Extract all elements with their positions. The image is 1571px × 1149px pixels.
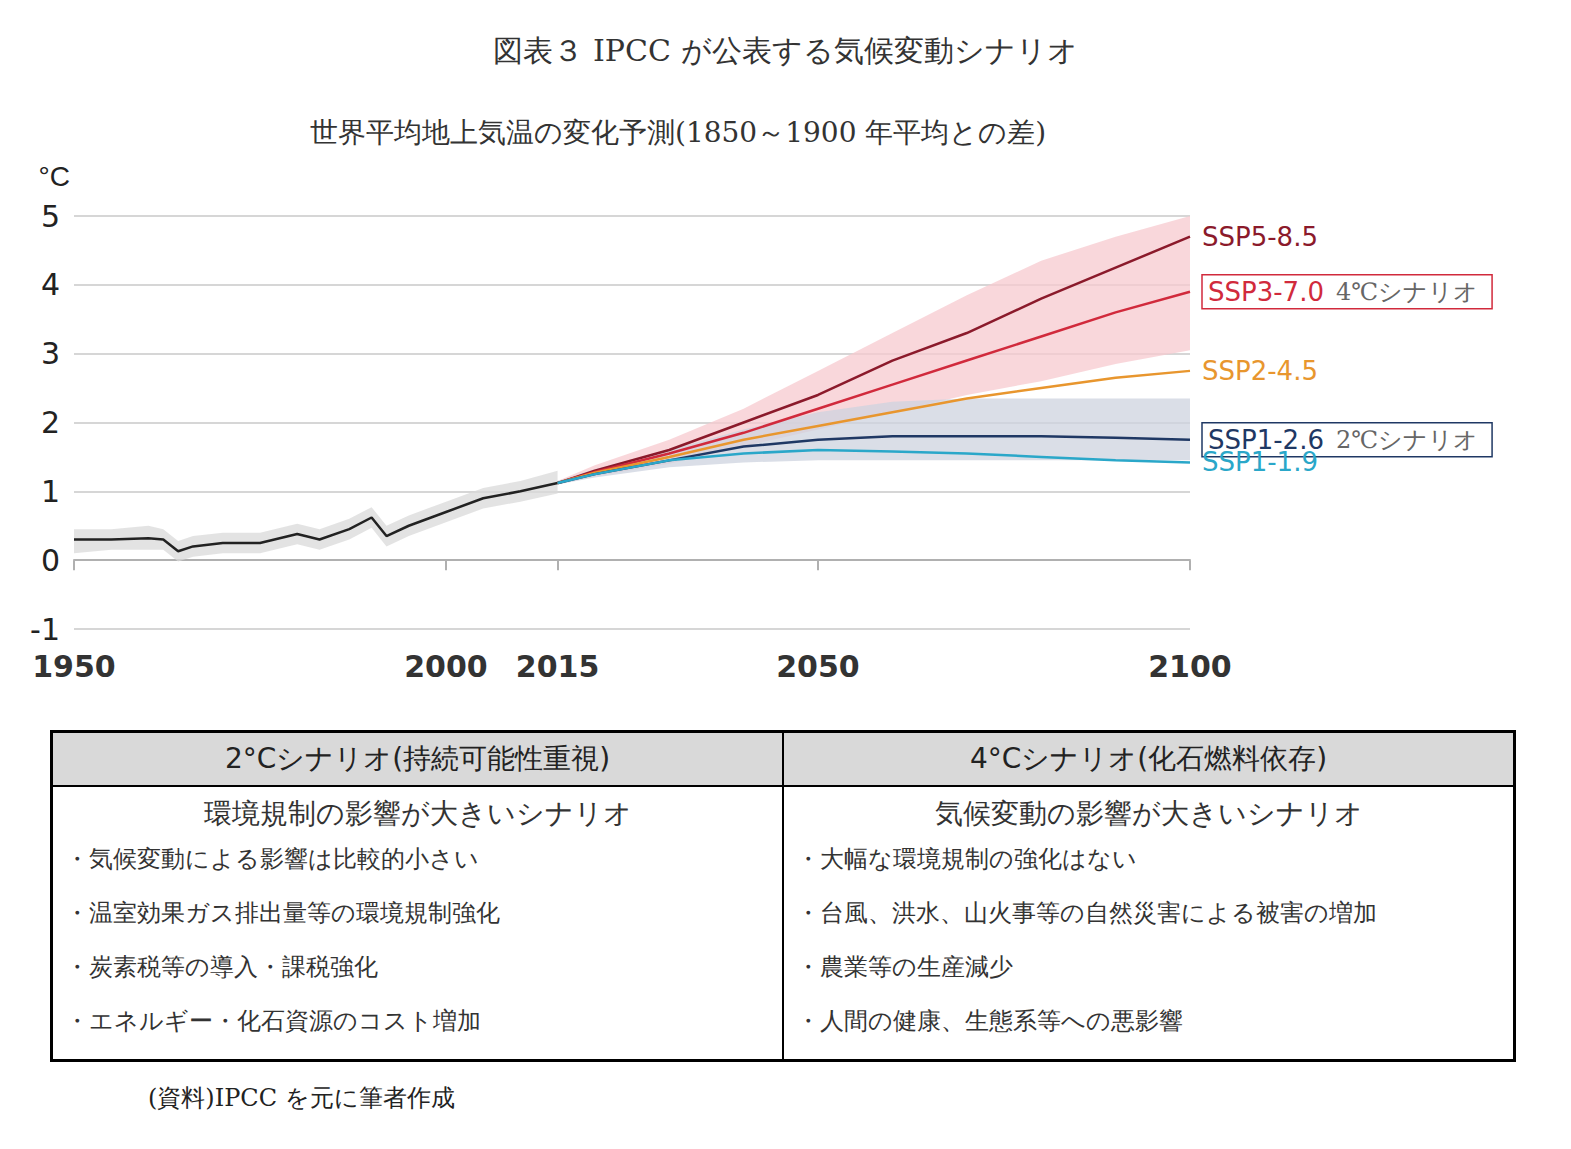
svg-text:図表３ IPCC が公表する気候変動シナリオ: 図表３ IPCC が公表する気候変動シナリオ [493, 33, 1077, 68]
svg-text:2℃シナリオ: 2℃シナリオ [1336, 426, 1478, 454]
svg-text:2050: 2050 [776, 649, 860, 684]
svg-text:2100: 2100 [1148, 649, 1232, 684]
html-text:環境規制の影響が大きいシナリオ: 環境規制の影響が大きいシナリオ [203, 797, 632, 830]
svg-text:-1: -1 [30, 612, 60, 647]
svg-text:2000: 2000 [404, 649, 488, 684]
svg-text:1: 1 [41, 474, 60, 509]
svg-text:2015: 2015 [516, 649, 600, 684]
svg-text:SSP5-8.5: SSP5-8.5 [1202, 222, 1318, 252]
html-text:・エネルギー・化石資源のコスト増加: ・エネルギー・化石資源のコスト増加 [65, 1007, 481, 1035]
html-text:・気候変動による影響は比較的小さい: ・気候変動による影響は比較的小さい [65, 845, 479, 873]
svg-text:4: 4 [41, 267, 60, 302]
html-text:・人間の健康、生態系等への悪影響: ・人間の健康、生態系等への悪影響 [796, 1007, 1183, 1035]
svg-text:SSP1-2.6: SSP1-2.6 [1208, 424, 1324, 455]
svg-text:SSP2-4.5: SSP2-4.5 [1202, 356, 1318, 386]
html-text:・台風、洪水、山火事等の自然災害による被害の増加: ・台風、洪水、山火事等の自然災害による被害の増加 [796, 899, 1377, 927]
svg-text:4℃シナリオ: 4℃シナリオ [1336, 278, 1478, 306]
svg-text:3: 3 [41, 336, 60, 371]
html-text:・農業等の生産減少: ・農業等の生産減少 [796, 953, 1013, 981]
html-text:2°Cシナリオ(持続可能性重視): 2°Cシナリオ(持続可能性重視) [224, 742, 611, 775]
svg-text:世界平均地上気温の変化予測(1850～1900 年平均との差: 世界平均地上気温の変化予測(1850～1900 年平均との差) [310, 116, 1046, 149]
html-text:・炭素税等の導入・課税強化: ・炭素税等の導入・課税強化 [65, 953, 378, 981]
html-text:・温室効果ガス排出量等の環境規制強化: ・温室効果ガス排出量等の環境規制強化 [65, 899, 500, 927]
svg-text:SSP1-1.9: SSP1-1.9 [1202, 447, 1318, 477]
html-text:4°Cシナリオ(化石燃料依存): 4°Cシナリオ(化石燃料依存) [969, 742, 1328, 775]
svg-text:1950: 1950 [32, 649, 116, 684]
html-text:・大幅な環境規制の強化はない: ・大幅な環境規制の強化はない [796, 845, 1137, 873]
svg-text:°C: °C [39, 161, 70, 192]
svg-text:0: 0 [41, 543, 60, 578]
html-text:気候変動の影響が大きいシナリオ: 気候変動の影響が大きいシナリオ [934, 797, 1363, 830]
svg-text:5: 5 [41, 199, 60, 234]
svg-text:SSP3-7.0: SSP3-7.0 [1208, 277, 1324, 307]
html-text:(資料)IPCC を元に筆者作成: (資料)IPCC を元に筆者作成 [148, 1084, 455, 1112]
svg-text:2: 2 [41, 405, 60, 440]
